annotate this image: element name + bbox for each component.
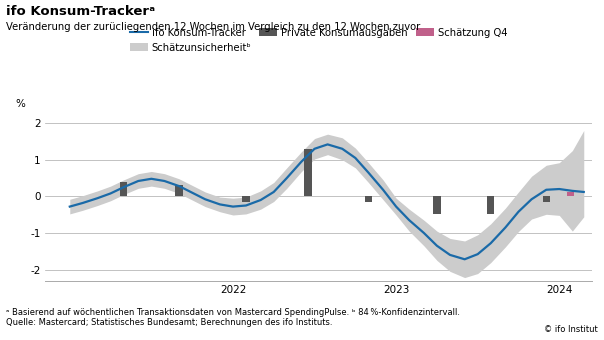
- Legend: ifo Konsum-Tracker, Schätzunsicherheitᵇ, Private Konsumausgaben, Schätzung Q4: ifo Konsum-Tracker, Schätzunsicherheitᵇ,…: [126, 24, 512, 57]
- Bar: [567, 192, 574, 197]
- Bar: [242, 197, 249, 202]
- Bar: [365, 197, 372, 202]
- Text: © ifo Institut: © ifo Institut: [544, 325, 598, 334]
- Text: ᵃ Basierend auf wöchentlichen Transaktionsdaten von Mastercard SpendingPulse. ᵇ : ᵃ Basierend auf wöchentlichen Transaktio…: [6, 308, 460, 327]
- Bar: [120, 183, 127, 197]
- Text: ifo Konsum-Trackerᵃ: ifo Konsum-Trackerᵃ: [6, 5, 155, 18]
- Bar: [175, 185, 183, 197]
- Text: Veränderung der zurücliegenden 12 Wochen im Vergleich zu den 12 Wochen zuvor: Veränderung der zurücliegenden 12 Wochen…: [6, 22, 420, 32]
- Text: %: %: [15, 99, 25, 109]
- Bar: [304, 149, 312, 197]
- Bar: [433, 197, 440, 214]
- Bar: [487, 197, 495, 214]
- Bar: [542, 197, 550, 202]
